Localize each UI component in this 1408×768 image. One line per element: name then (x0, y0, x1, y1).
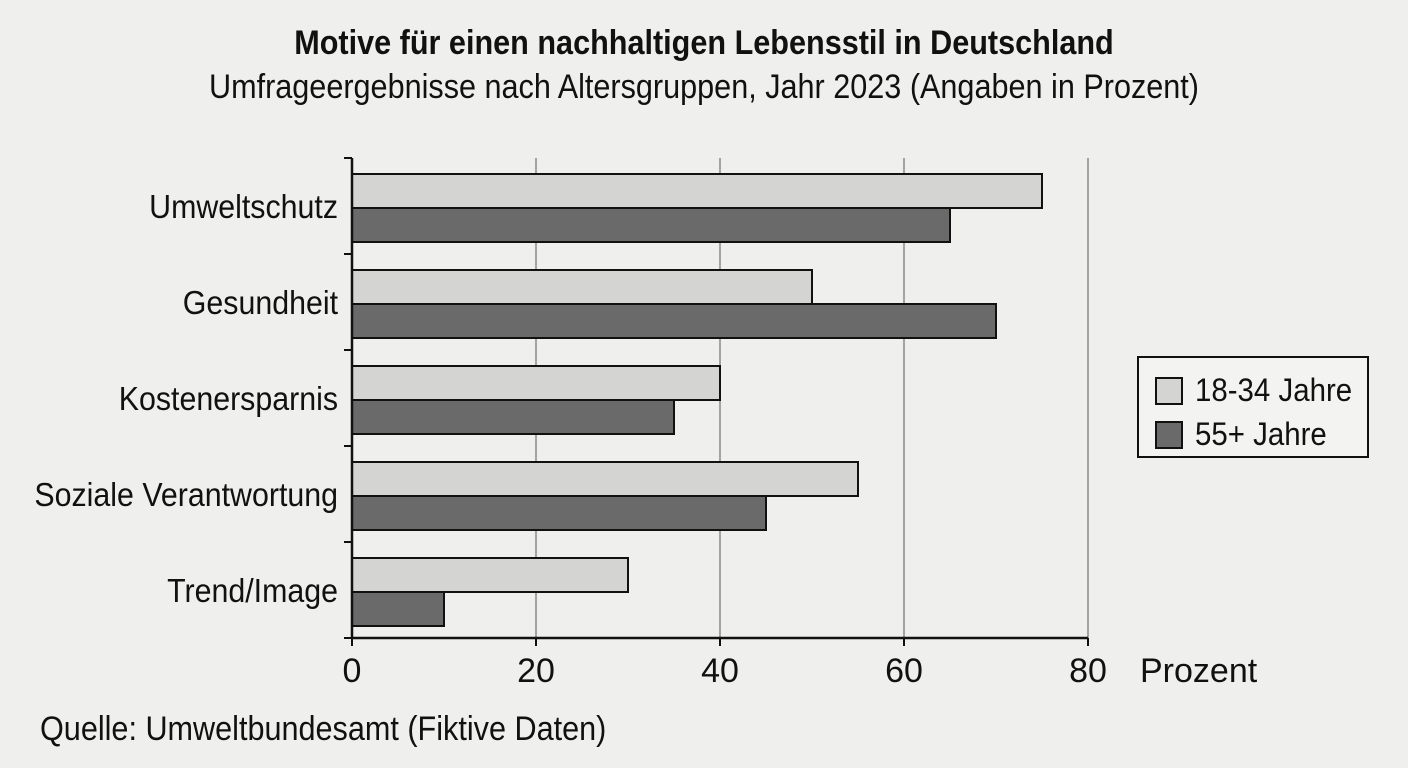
legend-swatch-series-2 (1155, 420, 1183, 449)
bar-gesundheit-series-1 (351, 269, 813, 305)
chart-title: Motive für einen nachhaltigen Lebensstil… (294, 24, 1114, 62)
category-label-kostenersparnis: Kostenersparnis (119, 380, 338, 417)
category-label-gesundheit: Gesundheit (183, 284, 338, 321)
bar-trend-image-series-1 (351, 557, 629, 593)
legend-item-series-1: 18-34 Jahre (1155, 372, 1366, 409)
x-tick-label-40: 40 (701, 652, 739, 690)
bar-trend-image-series-2 (351, 591, 445, 627)
category-label-trend-image: Trend/Image (167, 572, 338, 609)
source-note: Quelle: Umweltbundesamt (Fiktive Daten) (40, 710, 607, 748)
bar-gesundheit-series-2 (351, 303, 997, 339)
bar-kostenersparnis-series-1 (351, 365, 721, 401)
bar-soziale-verantwortung-series-1 (351, 461, 859, 497)
legend-label-series-1: 18-34 Jahre (1195, 372, 1353, 408)
legend-label-series-2: 55+ Jahre (1195, 416, 1327, 452)
axes (344, 157, 1089, 646)
bar-umweltschutz-series-1 (351, 173, 1043, 209)
bar-kostenersparnis-series-2 (351, 399, 675, 435)
labels: 0 20 40 60 80 Prozent Umweltschutz Gesundheit Ko… (34, 188, 1257, 690)
category-label-soziale-verantwortung: Soziale Verantwortung (34, 476, 338, 513)
x-tick-label-20: 20 (517, 652, 555, 690)
chart-subtitle: Umfrageergebnisse nach Altersgruppen, Ja… (208, 68, 1199, 106)
x-tick-label-80: 80 (1069, 652, 1107, 690)
x-tick-label-0: 0 (343, 652, 362, 690)
legend-swatch-series-1 (1155, 376, 1183, 405)
x-tick-label-60: 60 (885, 652, 923, 690)
legend-item-series-2: 55+ Jahre (1155, 416, 1338, 453)
category-label-umweltschutz: Umweltschutz (149, 188, 338, 225)
legend: 18-34 Jahre 55+ Jahre (1137, 356, 1369, 458)
x-axis-label: Prozent (1140, 652, 1258, 690)
bars (351, 173, 1043, 627)
bar-umweltschutz-series-2 (351, 207, 951, 243)
bar-soziale-verantwortung-series-2 (351, 495, 767, 531)
